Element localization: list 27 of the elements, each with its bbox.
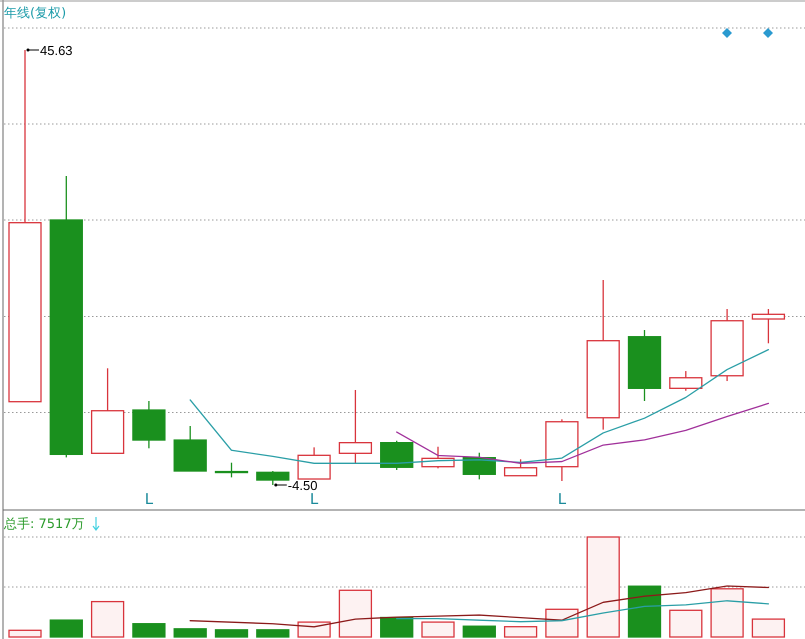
- bar: [174, 628, 207, 638]
- bar: [628, 586, 662, 638]
- bar: [256, 629, 290, 638]
- bar: [710, 588, 744, 638]
- bar: [8, 630, 42, 638]
- annotation: -4.50: [288, 478, 318, 493]
- chart-title: 年线(复权): [4, 6, 66, 21]
- bar: [380, 616, 414, 638]
- text: L: [558, 490, 567, 508]
- text: L: [310, 490, 319, 508]
- bar: [90, 600, 124, 638]
- bar: [545, 608, 579, 638]
- bar: [297, 621, 331, 638]
- bar: [752, 618, 786, 638]
- bar: [132, 623, 166, 638]
- bar: [586, 536, 620, 638]
- text: L: [144, 490, 154, 508]
- bar: [50, 619, 83, 638]
- bar: [669, 610, 702, 638]
- bar: [338, 590, 372, 638]
- candlestick: [752, 308, 786, 344]
- bar: [421, 621, 455, 638]
- annotation: 45.63: [40, 43, 73, 58]
- bar: [504, 626, 538, 638]
- bar: [462, 626, 496, 638]
- chart-title: 总手: 7517万: [3, 517, 85, 532]
- bar: [214, 629, 248, 638]
